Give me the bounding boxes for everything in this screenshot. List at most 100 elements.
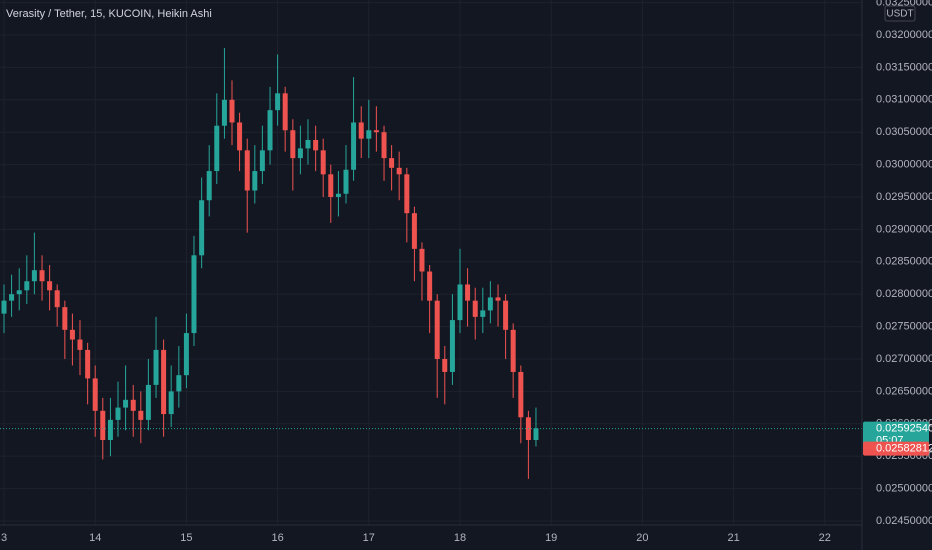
candle-body — [259, 150, 265, 172]
candle-body — [472, 300, 478, 317]
candle-body — [320, 150, 326, 175]
y-tick-label: 0.02950000 — [876, 191, 932, 203]
candle-body — [351, 122, 357, 170]
candle-body — [47, 281, 53, 291]
currency-label[interactable]: USDT — [886, 9, 913, 20]
candle-body — [366, 130, 372, 139]
candle-body — [176, 375, 182, 392]
y-tick-label: 0.02500000 — [876, 482, 932, 494]
x-tick-label: 22 — [819, 532, 831, 544]
y-tick-label: 0.02800000 — [876, 288, 932, 300]
candle-body — [275, 93, 281, 111]
candle-body — [373, 130, 379, 133]
candle-body — [1, 300, 7, 314]
candle-body — [206, 171, 212, 201]
candle-body — [214, 125, 220, 172]
currency-badge[interactable] — [884, 5, 916, 22]
candle-body — [518, 371, 524, 418]
candle-body — [449, 320, 455, 372]
candle-body — [107, 419, 113, 440]
x-tick-label: 18 — [454, 532, 466, 544]
y-tick-label: 0.02900000 — [876, 223, 932, 235]
candle-body — [138, 410, 144, 420]
candle-body — [199, 200, 205, 256]
candle-body — [487, 297, 493, 311]
candle-body — [290, 130, 296, 159]
candle-body — [54, 290, 60, 308]
x-tick-label: 14 — [89, 532, 101, 544]
grid — [0, 0, 862, 525]
last-price-badge — [863, 421, 929, 448]
candle-body — [85, 349, 91, 379]
candle-body — [381, 132, 387, 159]
candle-body — [335, 193, 341, 197]
candle-body — [168, 391, 174, 415]
y-tick-label: 0.03000000 — [876, 158, 932, 170]
candle-body — [221, 99, 227, 126]
y-tick-label: 0.03200000 — [876, 29, 932, 41]
y-tick-label: 0.02450000 — [876, 515, 932, 527]
y-tick-label: 0.02700000 — [876, 353, 932, 365]
candle-body — [39, 270, 45, 282]
candle-body — [92, 378, 98, 411]
candle-body — [252, 171, 258, 191]
candle-body — [457, 284, 463, 321]
x-tick-label: 15 — [180, 532, 192, 544]
candle-body — [123, 399, 129, 408]
y-tick-label: 0.03100000 — [876, 94, 932, 106]
candle-body — [442, 358, 448, 372]
candle-body — [396, 167, 402, 175]
candle-body — [100, 410, 106, 440]
candle-body — [358, 122, 364, 139]
candle-body — [77, 339, 83, 350]
candle-body — [434, 300, 440, 359]
candle-body — [153, 349, 159, 385]
candle-body — [183, 333, 189, 376]
candle-body — [427, 271, 433, 301]
x-tick-label: 3 — [1, 532, 7, 544]
candle-body — [343, 169, 349, 194]
candle-body — [465, 284, 471, 301]
candle-body — [305, 139, 311, 149]
candle-body — [24, 281, 30, 291]
x-tick-label: 17 — [363, 532, 375, 544]
chart-title: Verasity / Tether, 15, KUCOIN, Heikin As… — [6, 8, 212, 20]
candle-body — [161, 349, 167, 415]
y-tick-label: 0.02650000 — [876, 385, 932, 397]
candle-body — [145, 384, 151, 420]
last-price-label: 0.02592540 — [876, 423, 932, 435]
candle-body — [533, 428, 539, 440]
candle-body — [237, 122, 243, 151]
candle-body — [69, 329, 75, 340]
candle-body — [115, 407, 121, 420]
candle-body — [16, 290, 22, 295]
candle-body — [389, 158, 395, 168]
y-tick-label: 0.03250000 — [876, 0, 932, 8]
x-tick-label: 19 — [545, 532, 557, 544]
y-tick-label: 0.03050000 — [876, 126, 932, 138]
y-tick-label: 0.02850000 — [876, 256, 932, 268]
candle-body — [191, 255, 197, 334]
candle-body — [9, 294, 15, 301]
candle-body — [282, 93, 288, 131]
x-tick-label: 21 — [727, 532, 739, 544]
candle-body — [313, 139, 319, 151]
candle-body — [62, 307, 68, 330]
candle-body — [130, 399, 136, 411]
candle-body — [510, 329, 516, 372]
candle-body — [229, 99, 235, 123]
candle-body — [31, 270, 37, 282]
y-tick-label: 0.03150000 — [876, 61, 932, 73]
candle-body — [328, 174, 334, 197]
prev-price-label: 0.02582812 — [876, 443, 932, 455]
candle-body — [404, 174, 410, 214]
candles — [0, 47, 862, 479]
candle-body — [267, 110, 273, 151]
candle-body — [495, 297, 501, 301]
candle-body — [503, 300, 509, 330]
candle-body — [419, 248, 425, 272]
x-tick-label: 20 — [636, 532, 648, 544]
